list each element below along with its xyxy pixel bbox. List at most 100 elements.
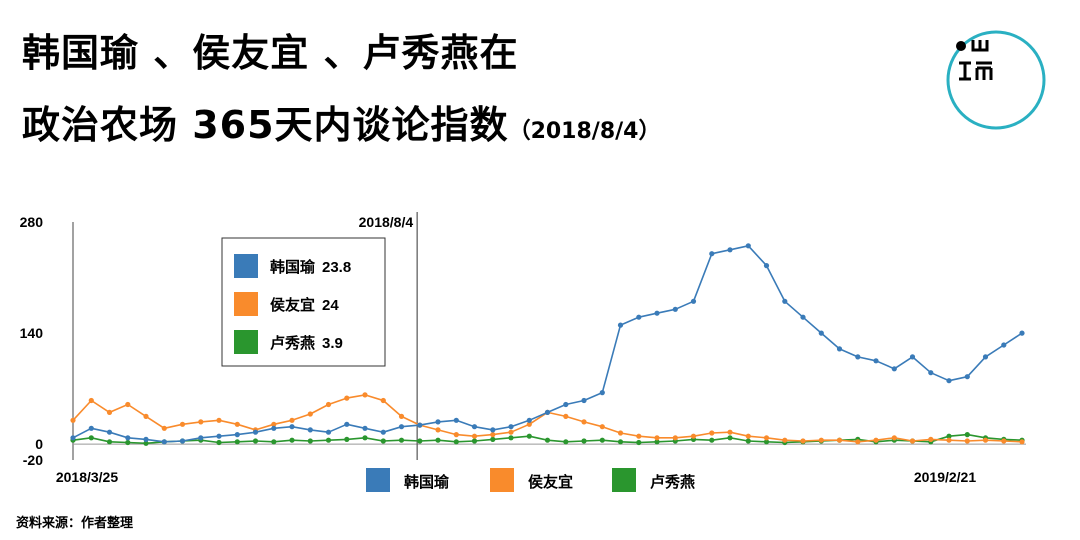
logo-dot xyxy=(956,41,966,51)
data-point-1-5 xyxy=(161,425,167,431)
data-point-1-49 xyxy=(964,438,970,444)
data-point-1-28 xyxy=(581,419,587,425)
data-point-0-21 xyxy=(453,417,459,423)
data-point-1-23 xyxy=(490,432,496,438)
tooltip-name-0: 韩国瑜 xyxy=(270,258,316,276)
data-point-2-19 xyxy=(417,438,423,444)
data-point-1-6 xyxy=(179,421,186,427)
data-point-2-4 xyxy=(143,440,149,446)
data-point-1-15 xyxy=(344,395,350,401)
data-point-0-15 xyxy=(344,421,350,427)
legend-label-0: 韩国瑜 xyxy=(404,473,450,491)
data-point-1-45 xyxy=(891,435,897,441)
data-point-1-14 xyxy=(325,401,332,408)
data-point-1-40 xyxy=(800,438,806,444)
data-point-0-13 xyxy=(307,427,313,433)
data-point-0-12 xyxy=(289,424,295,430)
data-point-2-29 xyxy=(599,437,605,443)
tooltip-value-1: 24 xyxy=(322,297,339,314)
data-point-0-8 xyxy=(216,433,222,439)
chart-legend: 韩国瑜 侯友宜 卢秀燕 xyxy=(366,468,695,492)
data-point-2-12 xyxy=(289,437,295,443)
data-point-0-51 xyxy=(1001,342,1007,348)
data-point-1-39 xyxy=(782,437,788,443)
data-point-1-32 xyxy=(654,435,660,441)
data-point-0-22 xyxy=(471,424,478,430)
data-point-0-38 xyxy=(763,263,770,269)
data-point-1-4 xyxy=(143,413,149,419)
data-point-1-7 xyxy=(198,419,204,425)
data-point-1-22 xyxy=(471,433,478,439)
data-point-0-42 xyxy=(836,346,843,352)
legend-swatch-1 xyxy=(490,468,514,492)
data-point-0-39 xyxy=(782,298,788,304)
data-point-1-27 xyxy=(563,413,569,419)
source-note: 资料来源：作者整理 xyxy=(16,516,134,531)
data-point-2-1 xyxy=(88,435,94,441)
data-point-2-8 xyxy=(216,439,222,446)
data-point-2-31 xyxy=(636,439,642,446)
tooltip-name-1: 侯友宜 xyxy=(270,296,315,314)
data-point-2-49 xyxy=(964,432,970,438)
data-point-1-3 xyxy=(125,401,131,408)
data-point-1-51 xyxy=(1001,438,1007,444)
data-point-0-1 xyxy=(88,425,94,431)
data-point-2-32 xyxy=(654,439,660,445)
y-tick-label-1: 0 xyxy=(35,436,43,452)
data-point-2-3 xyxy=(125,439,131,446)
chart-labels: -200 140 280 2018/3/25 2019/2/21 2018/8/4 xyxy=(20,214,977,485)
data-point-2-36 xyxy=(727,435,733,441)
chart-grid xyxy=(72,212,1026,460)
data-point-0-35 xyxy=(709,251,715,257)
data-point-1-17 xyxy=(380,397,386,404)
chart-title-date: （2018/8/4） xyxy=(508,119,661,144)
data-point-0-30 xyxy=(617,322,624,328)
logo-glyph xyxy=(959,40,993,81)
data-point-0-46 xyxy=(909,354,916,360)
date-marker-label: 2018/8/4 xyxy=(359,214,414,230)
tooltip-swatch-1 xyxy=(234,292,258,316)
data-point-1-16 xyxy=(362,392,368,398)
data-point-2-20 xyxy=(435,437,441,443)
data-point-2-17 xyxy=(380,438,386,444)
data-point-0-25 xyxy=(526,417,532,423)
data-point-2-25 xyxy=(526,433,532,439)
data-point-2-16 xyxy=(362,435,368,441)
x-tick-label-start: 2018/3/25 xyxy=(56,469,118,485)
data-point-2-35 xyxy=(709,437,715,443)
logo-ring xyxy=(946,30,1046,130)
data-point-1-9 xyxy=(234,421,240,427)
data-point-1-20 xyxy=(435,427,441,433)
data-point-0-34 xyxy=(690,298,697,304)
data-point-0-49 xyxy=(964,374,970,380)
tooltip-swatch-2 xyxy=(234,330,258,354)
data-point-0-40 xyxy=(800,314,806,320)
data-point-0-24 xyxy=(508,424,514,430)
data-point-2-15 xyxy=(344,436,350,442)
data-point-1-33 xyxy=(672,435,678,441)
data-point-0-4 xyxy=(143,436,149,442)
data-point-1-25 xyxy=(526,421,532,427)
line-chart: -200 140 280 2018/3/25 2019/2/21 2018/8/4 韩国瑜… xyxy=(20,212,1026,492)
data-point-0-52 xyxy=(1019,330,1025,336)
series-0 xyxy=(70,243,1025,445)
data-point-0-3 xyxy=(125,435,131,441)
data-point-2-26 xyxy=(544,437,551,443)
data-point-0-41 xyxy=(818,330,824,336)
data-point-0-7 xyxy=(198,435,204,441)
tooltip-name-2: 卢秀燕 xyxy=(270,334,315,352)
data-point-0-6 xyxy=(179,438,186,444)
data-point-0-17 xyxy=(380,429,386,435)
data-point-0-50 xyxy=(982,354,989,360)
data-point-0-47 xyxy=(928,370,934,376)
data-point-1-13 xyxy=(307,411,313,417)
data-point-1-34 xyxy=(690,433,697,439)
data-point-2-10 xyxy=(252,438,259,444)
data-point-1-31 xyxy=(636,433,642,439)
y-tick-label-3: 280 xyxy=(20,214,44,230)
data-point-1-43 xyxy=(855,439,861,445)
data-point-1-46 xyxy=(909,438,916,444)
data-point-0-36 xyxy=(727,247,733,253)
data-point-2-18 xyxy=(398,437,405,443)
data-point-1-30 xyxy=(617,430,624,436)
